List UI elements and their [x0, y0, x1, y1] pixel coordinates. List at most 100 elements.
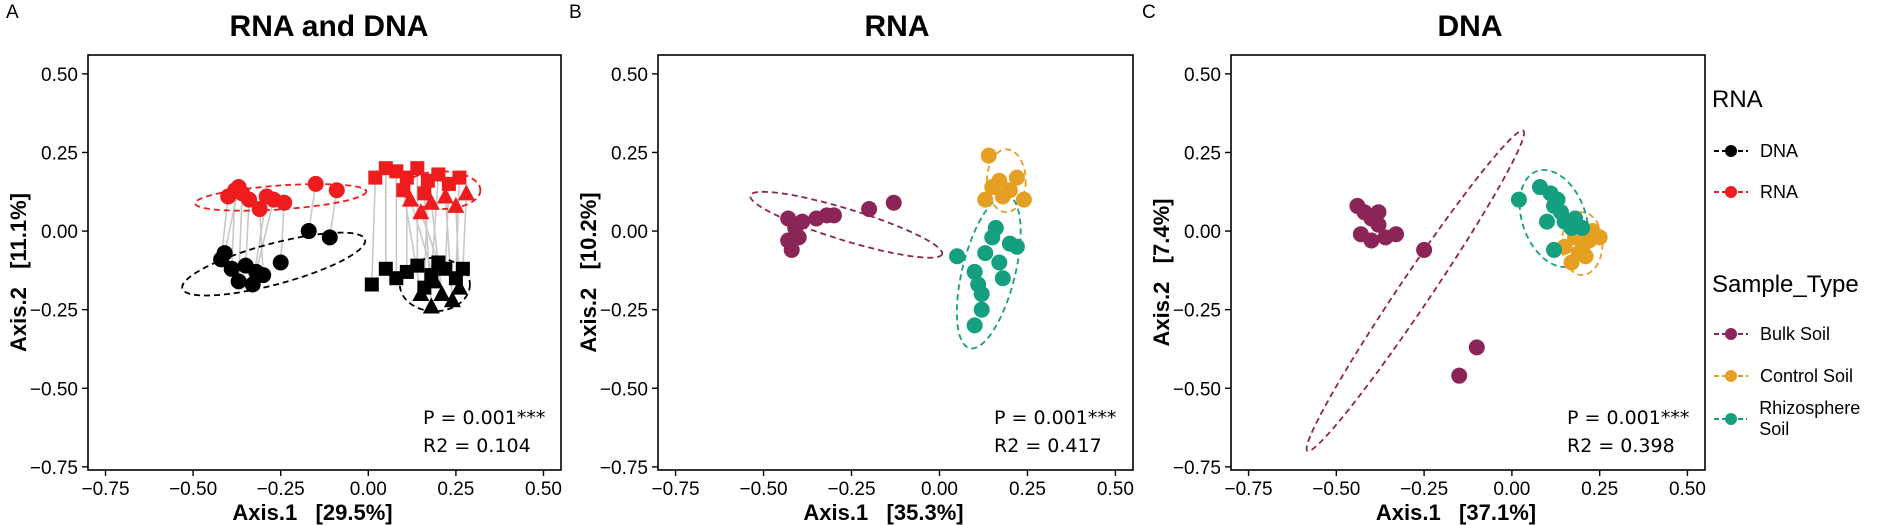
panel-a-title: RNA and DNA: [229, 10, 429, 43]
panel-a-x-tick-label: −0.75: [81, 479, 129, 500]
panel-c-frame: [1230, 54, 1706, 471]
panel-b-point-rhizosphere-soil: [1008, 238, 1025, 255]
panel-a-point-rna-square: [417, 186, 432, 201]
panel-c-x-tick-label: −0.75: [1225, 479, 1273, 500]
panel-a-point-rna-triangle: [401, 190, 419, 207]
panel-b-y-tick-label: −0.75: [600, 458, 648, 479]
panel-a-point-dna-square: [389, 271, 404, 286]
panel-a-point-rna-square: [420, 173, 435, 188]
panel-a-point-dna-triangle: [450, 278, 468, 295]
panel-c-x-axis-label: Axis.1 [37.1%]: [1376, 500, 1536, 525]
panel-a-pair-connector: [255, 199, 275, 273]
panel-a-point-rna: [328, 182, 345, 199]
panel-c-point-bulk-soil: [1451, 367, 1468, 384]
panel-b-point-bulk-soil: [794, 213, 811, 230]
panel-a-point-rna-square: [389, 164, 404, 179]
panel-b-confidence-ellipse-control: [986, 148, 1027, 214]
panel-a-point-rna-triangle: [422, 193, 440, 210]
panel-c-point-rhizosphere-soil: [1510, 191, 1527, 208]
panel-c-y-tick-label: −0.75: [1173, 458, 1221, 479]
panel-a-pair-connector: [371, 177, 377, 285]
panel-c-point-bulk-soil: [1468, 339, 1485, 356]
panel-a-point-rna-square: [431, 167, 446, 182]
panel-a-point-rna-square: [378, 161, 393, 176]
panel-b-x-axis-label: Axis.1 [35.3%]: [803, 500, 963, 525]
panel-a-data-layer: [181, 161, 482, 314]
legend-item-dna: DNA: [1714, 136, 1798, 166]
panel-c-point-bulk-soil: [1370, 204, 1387, 221]
panel-a-x-axis-label: Axis.1 [29.5%]: [232, 500, 392, 525]
panel-b-point-bulk-soil: [885, 194, 902, 211]
legend-label-bulk-soil: Bulk Soil: [1760, 323, 1831, 344]
panel-c-y-tick-label: 0.50: [1184, 65, 1221, 86]
panel-label-b: B: [569, 2, 582, 23]
panel-c-point-rhizosphere-soil: [1539, 213, 1555, 230]
panel-a-stats: P = 0.001*** R2 = 0.104: [423, 404, 545, 460]
panel-a-point-dna: [216, 245, 233, 262]
panel-a-pair-connector: [420, 211, 440, 263]
panel-b-data-layer: [749, 147, 1032, 350]
panel-a-point-rna-square: [368, 170, 383, 185]
panel-b-title: RNA: [864, 10, 930, 43]
panel-b-y-tick-label: 0.50: [611, 65, 648, 86]
panel-a-pair-connector: [455, 177, 461, 279]
panel-c-y-tick-label: 0.25: [1184, 143, 1221, 164]
panel-a-point-dna: [223, 260, 240, 277]
panel-c-plot: −0.75 −0.50 −0.25 0.00 0.25 0.50 −0.75 −0.50 −0.…: [1149, 54, 1706, 525]
legend-item-control-soil: Control Soil: [1714, 361, 1853, 391]
panel-a-pair-connector: [402, 190, 422, 295]
panel-c-point-rhizosphere-soil: [1549, 191, 1566, 208]
panel-b-point-bulk-soil: [825, 207, 842, 224]
panel-a-pair-connector: [430, 202, 443, 295]
legend-label-dna: DNA: [1760, 140, 1799, 161]
panel-c-x-tick-label: 0.50: [1669, 479, 1706, 500]
panel-a-point-rna: [230, 179, 247, 196]
panel-label-a: A: [6, 2, 19, 23]
panel-a-point-dna-triangle: [426, 272, 444, 289]
panel-a-point-dna-triangle: [433, 284, 451, 301]
panel-c-y-tick-label: 0.00: [1184, 222, 1221, 243]
panel-b-point-control-soil: [980, 147, 997, 164]
panel-a-p-value: P = 0.001***: [423, 407, 546, 429]
panel-a-x-tick-label: 0.50: [525, 479, 562, 500]
legend-key-control-soil-icon: [1714, 370, 1748, 382]
panel-a-y-tick-label: −0.25: [30, 301, 78, 322]
panel-b-point-bulk-soil: [861, 201, 878, 218]
legend-key-dna-icon: [1714, 145, 1748, 157]
panel-a-point-rna-square: [396, 183, 411, 198]
panel-b-point-rhizosphere-soil: [973, 301, 990, 318]
panel-b-y-tick-label: 0.25: [611, 143, 648, 164]
panel-a-point-rna: [276, 194, 293, 211]
panel-a-y-axis-label: Axis.2 [11.1%]: [6, 193, 31, 352]
panel-a-point-rna-square: [399, 170, 414, 185]
panel-c-point-bulk-soil: [1416, 241, 1433, 258]
panel-c-point-control-soil: [1577, 248, 1594, 265]
panel-a-y-tick-label: −0.50: [30, 379, 78, 400]
panel-a-point-dna-triangle: [422, 297, 440, 314]
panel-a-point-rna-triangle: [436, 187, 454, 204]
panel-b-point-rhizosphere-soil: [966, 317, 983, 334]
panel-a-point-dna: [230, 273, 247, 290]
panel-a-point-dna-square: [399, 264, 414, 279]
panel-c-data-layer: [1305, 129, 1608, 453]
panel-c-x-tick-label: 0.25: [1581, 479, 1618, 500]
legend-key-rna-icon: [1714, 186, 1748, 198]
panel-c-title: DNA: [1437, 10, 1503, 43]
panel-a-pair-connector: [409, 199, 436, 282]
legend-item-bulk-soil: Bulk Soil: [1714, 319, 1830, 349]
panel-a-y-tick-label: 0.50: [41, 65, 78, 86]
panel-b-stats: P = 0.001*** R2 = 0.417: [994, 404, 1116, 460]
legend-label-rhizosphere-soil: Rhizosphere Soil: [1759, 398, 1861, 439]
panel-b-frame: [657, 54, 1134, 471]
panel-b-point-control-soil: [994, 188, 1011, 205]
panel-c-y-tick-label: −0.25: [1173, 301, 1221, 322]
panel-c-x-tick-label: −0.25: [1400, 479, 1448, 500]
panel-b-x-tick-label: 0.00: [921, 479, 958, 500]
panel-a-point-rna-square: [441, 176, 456, 191]
panel-b-point-bulk-soil: [780, 232, 797, 249]
panel-b-point-rhizosphere-soil: [994, 270, 1011, 287]
panel-b-point-rhizosphere-soil: [987, 219, 1004, 236]
panel-a-point-dna: [255, 267, 272, 284]
panel-b-point-control-soil: [984, 179, 1001, 196]
